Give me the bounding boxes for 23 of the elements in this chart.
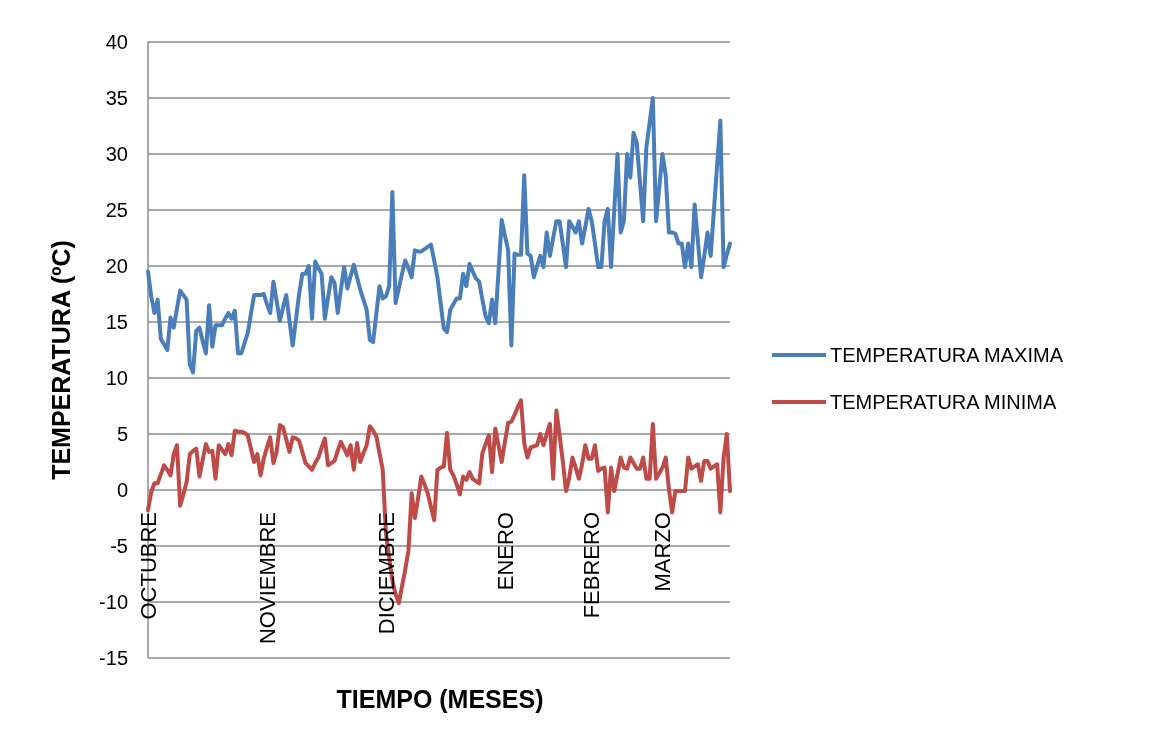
y-tick-label: 35 [105,87,128,109]
y-axis-title: TEMPERATURA (ºC) [47,240,75,480]
y-tick-label: 40 [105,31,128,53]
x-tick-label: NOVIEMBRE [254,512,280,645]
y-tick-label: -5 [110,535,128,557]
legend-label: TEMPERATURA MAXIMA [830,344,1064,366]
y-tick-label: 10 [105,367,128,389]
x-tick-label: ENERO [492,512,518,591]
y-tick-label: -10 [99,591,128,613]
y-tick-label: 20 [105,255,128,277]
line-series [146,96,732,375]
y-tick-label: -15 [99,647,128,669]
y-tick-label: 5 [116,423,128,445]
x-tick-label: FEBRERO [579,512,605,619]
y-tick-label: 25 [105,199,128,221]
y-tick-label: 15 [105,311,128,333]
x-tick-label: OCTUBRE [135,512,161,620]
legend-label: TEMPERATURA MINIMA [830,391,1057,413]
x-tick-label: DICIEMBRE [373,512,399,635]
y-tick-label: 0 [116,479,128,501]
x-tick-label: MARZO [650,512,676,592]
y-tick-label: 30 [105,143,128,165]
x-axis-title: TIEMPO (MESES) [336,685,544,713]
